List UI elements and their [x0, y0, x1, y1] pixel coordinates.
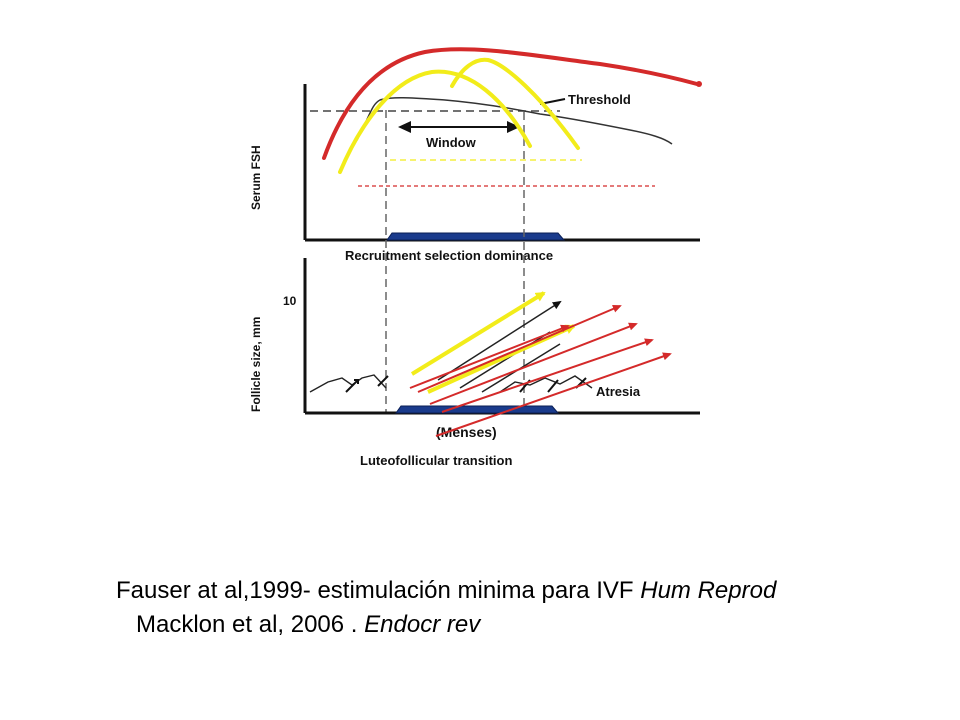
citation-line-1: Fauser at al,1999- estimulación minima p…	[116, 574, 936, 608]
threshold-label: Threshold	[568, 92, 631, 107]
atresia-marker-4	[547, 379, 559, 393]
window-arrowhead-right	[507, 121, 520, 133]
citation-fauser: Fauser at al,1999- estimulación minima p…	[116, 577, 641, 604]
menses-bar	[395, 405, 560, 414]
red-arrow-4	[441, 338, 654, 413]
atresia-marker-2	[377, 375, 389, 387]
window-label: Window	[426, 135, 477, 150]
recruitment-label: Recruitment selection dominance	[345, 248, 553, 263]
red-arrow-2	[417, 305, 622, 393]
window-arrowhead-left	[398, 121, 411, 133]
citation-caption: Fauser at al,1999- estimulación minima p…	[116, 574, 936, 642]
annotations	[322, 47, 702, 437]
red-arrow-5	[435, 352, 672, 437]
atresia-label: Atresia	[596, 384, 641, 399]
yellow-arch-left	[338, 69, 532, 174]
bottom-x-axis-label: Luteofollicular transition	[360, 453, 512, 468]
citation-line-2: Macklon et al, 2006 . Endocr rev	[116, 608, 936, 642]
yellow-arrow-1	[410, 291, 546, 376]
top-panel: Serum FSH Threshold Window Recruitment s…	[249, 84, 700, 263]
citation-macklon: Macklon et al, 2006 .	[136, 611, 365, 638]
journal-hum-reprod: Hum Reprod	[640, 577, 777, 604]
red-arrow-1	[409, 324, 570, 389]
menses-label: (Menses)	[436, 424, 497, 440]
recruitment-bar	[386, 232, 566, 241]
dominant-follicle-line	[437, 300, 562, 381]
follicle-wave-late	[499, 375, 593, 393]
journal-endocr-rev: Endocr rev	[364, 611, 481, 638]
fsh-curve	[356, 96, 673, 145]
red-arch-end-dot	[696, 81, 702, 87]
atresia-marker-1	[345, 379, 359, 393]
red-fsh-arch	[322, 47, 699, 160]
yellow-arch-right	[450, 57, 580, 150]
top-y-axis-label: Serum FSH	[249, 145, 263, 210]
bottom-y-axis-label: Follicle size, mm	[249, 317, 263, 412]
y-tick-10: 10	[283, 294, 297, 308]
red-arrow-3	[429, 322, 638, 405]
